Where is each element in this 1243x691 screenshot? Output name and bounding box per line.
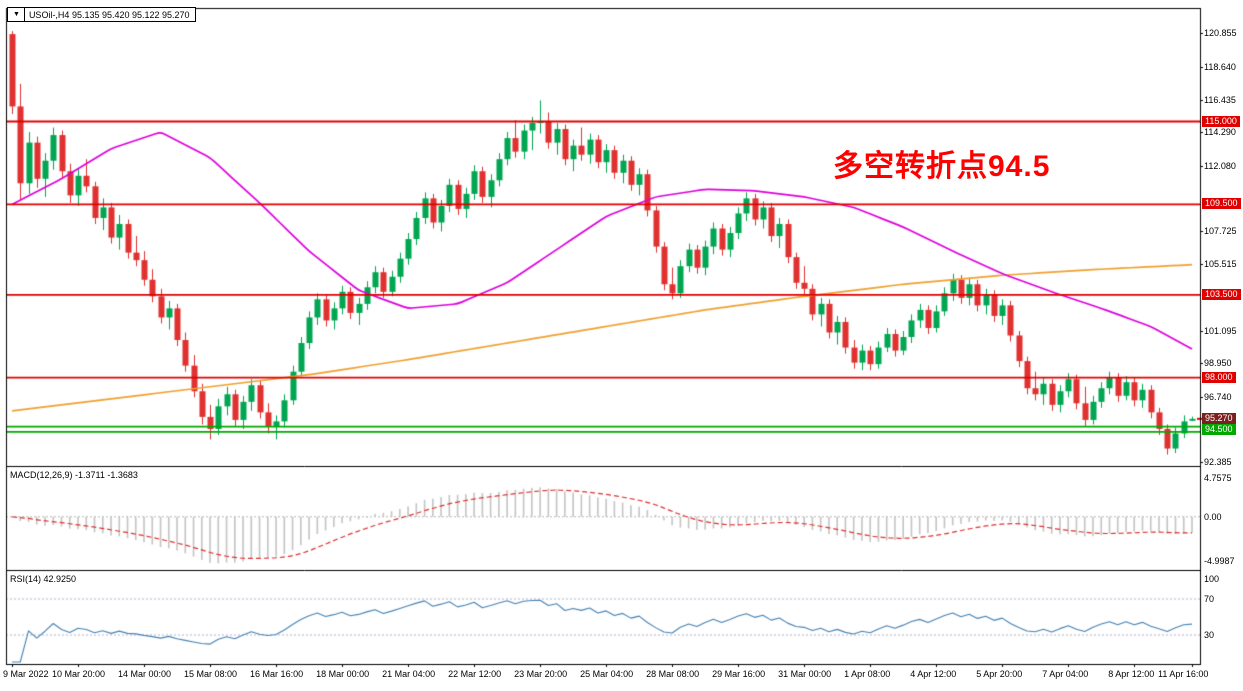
- price-level-badge-red: 103.500: [1202, 288, 1241, 300]
- time-label: 25 Mar 04:00: [580, 669, 634, 679]
- macd-scale-max: 4.7575: [1204, 473, 1232, 483]
- time-label: 31 Mar 00:00: [778, 669, 832, 679]
- time-label: 21 Mar 04:00: [382, 669, 436, 679]
- time-label: 8 Apr 12:00: [1108, 669, 1155, 679]
- macd-scale-zero: 0.00: [1204, 511, 1222, 522]
- price-level-badge-red: 115.000: [1202, 115, 1240, 127]
- macd-indicator-label: MACD(12,26,9) -1.3711 -1.3683: [10, 470, 138, 480]
- rsi-scale-label: 100: [1204, 574, 1220, 584]
- symbol-title: USOil-,H4 95.135 95.420 95.122 95.270: [28, 9, 190, 20]
- price-level-badge-green: 94.500: [1202, 424, 1236, 436]
- time-label: 11 Apr 16:00: [1158, 669, 1209, 679]
- price-tick-label: 101.095: [1204, 326, 1237, 337]
- symbol-info-box: ▼ USOil-,H4 95.135 95.420 95.122 95.270: [7, 7, 196, 22]
- time-label: 14 Mar 00:00: [118, 669, 172, 679]
- time-label: 16 Mar 16:00: [250, 669, 304, 679]
- rsi-scale-label: 30: [1204, 630, 1215, 640]
- macd-scale-min: -4.9987: [1204, 556, 1235, 566]
- time-axis[interactable]: 9 Mar 2022 10 Mar 20:00 14 Mar 00:00 15 Mar…: [0, 664, 1243, 691]
- price-tick-label: 107.725: [1204, 226, 1237, 237]
- current-price-badge: 95.270: [1202, 412, 1236, 424]
- price-tick-label: 92.385: [1204, 457, 1232, 468]
- time-label: 5 Apr 20:00: [976, 669, 1023, 679]
- chevron-down-icon[interactable]: ▼: [13, 8, 25, 21]
- chart-annotation-text: 多空转折点94.5: [833, 150, 1051, 183]
- price-level-badge-red: 98.000: [1202, 371, 1236, 383]
- price-tick-label: 114.290: [1204, 127, 1236, 138]
- price-level-badge-red: 109.500: [1202, 198, 1241, 210]
- price-tick-label: 98.950: [1204, 358, 1232, 369]
- time-label: 28 Mar 08:00: [646, 669, 700, 679]
- price-axis[interactable]: 120.855 118.640 116.435 114.290 112.080 107.7…: [1201, 0, 1243, 664]
- time-label: 18 Mar 00:00: [316, 669, 370, 679]
- price-tick-label: 105.515: [1204, 259, 1237, 270]
- rsi-scale-label: 70: [1204, 594, 1215, 604]
- time-label: 29 Mar 16:00: [712, 669, 766, 679]
- price-tick-label: 120.855: [1204, 28, 1237, 39]
- time-label: 15 Mar 08:00: [184, 669, 238, 679]
- price-tick-label: 112.080: [1204, 160, 1236, 171]
- time-label: 1 Apr 08:00: [844, 669, 891, 679]
- time-label: 7 Apr 04:00: [1042, 669, 1089, 679]
- time-label: 4 Apr 12:00: [910, 669, 957, 679]
- time-label: 9 Mar 2022: [3, 669, 49, 679]
- price-tick-label: 118.640: [1204, 61, 1236, 72]
- time-label: 22 Mar 12:00: [448, 669, 502, 679]
- time-label: 10 Mar 20:00: [52, 669, 106, 679]
- rsi-indicator-label: RSI(14) 42.9250: [10, 574, 77, 584]
- price-tick-label: 96.740: [1204, 391, 1232, 402]
- price-tick-label: 116.435: [1204, 94, 1236, 105]
- time-label: 23 Mar 20:00: [514, 669, 568, 679]
